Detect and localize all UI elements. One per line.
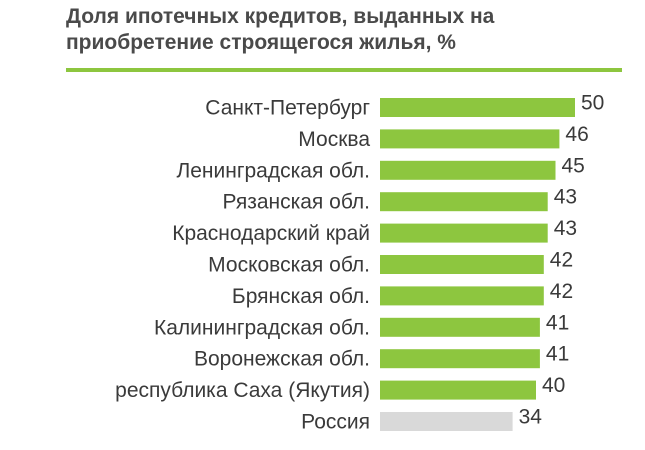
bar	[380, 317, 540, 337]
category-label: Брянская обл.	[232, 285, 370, 308]
chart-title: Доля ипотечных кредитов, выданных на при…	[66, 4, 626, 56]
value-label: 50	[581, 92, 604, 115]
bar	[380, 129, 560, 149]
value-label: 43	[554, 186, 577, 209]
value-label: 41	[546, 311, 569, 334]
bar	[380, 380, 536, 400]
value-label: 42	[550, 249, 573, 272]
bar	[380, 286, 544, 306]
value-label: 46	[565, 123, 588, 146]
category-label: Воронежская обл.	[194, 348, 370, 371]
bar-highlight	[380, 412, 513, 431]
category-label: Россия	[301, 411, 370, 434]
bar	[380, 98, 575, 117]
value-label: 40	[542, 374, 565, 397]
category-label: Калининградская обл.	[154, 316, 370, 339]
chart-title-line-2: приобретение строящегося жилья, %	[66, 31, 456, 54]
bar	[380, 192, 548, 212]
chart-title-line-1: Доля ипотечных кредитов, выданных на	[66, 5, 495, 28]
category-label: Санкт-Петербург	[205, 97, 370, 120]
value-label: 45	[562, 154, 585, 177]
value-label: 43	[554, 217, 577, 240]
bar	[380, 349, 540, 369]
category-label: республика Саха (Якутия)	[115, 379, 370, 402]
category-label: Рязанская обл.	[223, 191, 370, 214]
category-label: Москва	[298, 128, 370, 151]
value-label: 34	[519, 406, 543, 429]
bar	[380, 223, 548, 243]
category-label: Московская обл.	[208, 254, 370, 277]
category-label: Ленинградская обл.	[176, 159, 370, 182]
value-label: 42	[550, 280, 573, 303]
title-underline	[66, 68, 622, 72]
bar	[380, 255, 544, 274]
value-label: 41	[546, 343, 569, 366]
category-label: Краснодарский край	[172, 222, 370, 245]
bar	[380, 160, 556, 180]
